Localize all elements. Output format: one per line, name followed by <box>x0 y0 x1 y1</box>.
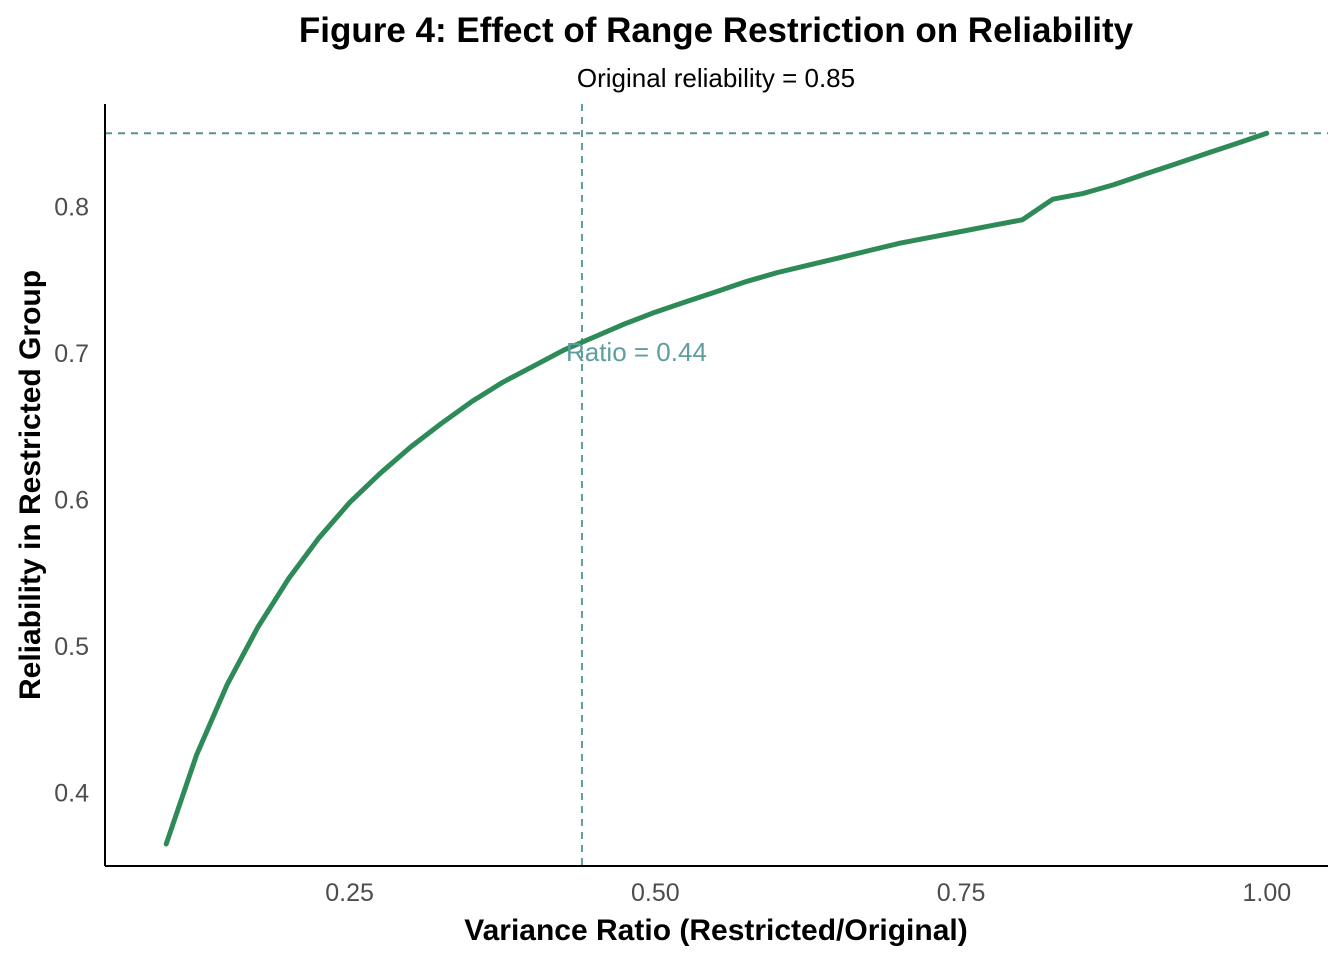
y-axis-title: Reliability in Restricted Group <box>14 270 47 700</box>
x-tick-label: 0.50 <box>631 879 680 907</box>
y-tick-label: 0.7 <box>54 340 89 368</box>
x-tick-label: 0.25 <box>325 879 374 907</box>
y-tick-label: 0.6 <box>54 487 89 515</box>
plot-area: Ratio = 0.44 <box>105 104 1328 866</box>
y-tick-labels: 0.4 0.5 0.6 0.7 0.8 <box>54 194 89 808</box>
chart-subtitle: Original reliability = 0.85 <box>577 63 855 93</box>
x-axis-title: Variance Ratio (Restricted/Original) <box>464 914 967 947</box>
x-tick-labels: 0.25 0.50 0.75 1.00 <box>325 879 1291 907</box>
y-tick-label: 0.8 <box>54 194 89 222</box>
x-tick-label: 0.75 <box>937 879 986 907</box>
x-tick-label: 1.00 <box>1243 879 1292 907</box>
annotation-label: Ratio = 0.44 <box>566 337 707 367</box>
y-tick-label: 0.5 <box>54 633 89 661</box>
chart-title: Figure 4: Effect of Range Restriction on… <box>299 11 1134 50</box>
y-tick-label: 0.4 <box>54 780 89 808</box>
series-line-0 <box>163 130 1270 847</box>
